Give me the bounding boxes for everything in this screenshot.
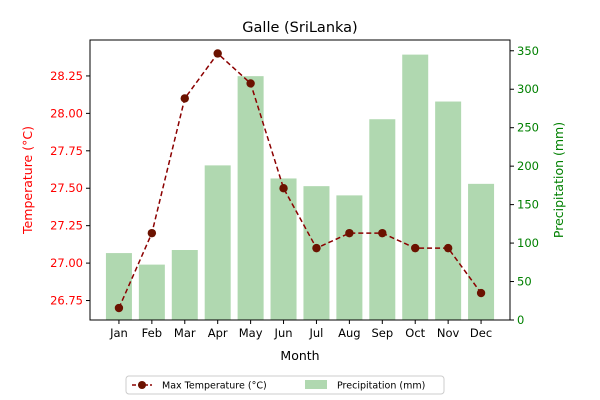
temp-point-oct [411, 243, 420, 253]
precip-bar-apr [204, 165, 231, 320]
precip-bar-dec [468, 183, 495, 320]
temp-point-nov [443, 243, 453, 253]
precip-bar-mar [171, 250, 198, 320]
precip-bar-feb [138, 264, 165, 320]
temp-point-may [246, 79, 255, 88]
x-tick-label: Mar [174, 326, 196, 340]
x-tick-label: May [239, 326, 263, 340]
temperature-series-line [118, 52, 482, 309]
temp-point-jun [279, 184, 288, 193]
right-tick-label: 300 [517, 82, 539, 96]
precip-bar-may [237, 76, 264, 321]
precip-bar-nov [435, 101, 462, 321]
chart-title: Galle (SriLanka) [242, 20, 357, 36]
legend-marker-swatch [138, 381, 146, 389]
x-axis-ticks: Jan Feb Mar Apr May Jun Jul Aug Sep Oct Nov Dec [109, 320, 492, 340]
x-tick-label: Jun [274, 326, 293, 340]
temp-point-dec [476, 288, 486, 298]
left-tick-label: 27.50 [50, 181, 83, 195]
right-tick-label: 200 [517, 159, 539, 173]
x-tick-label: Oct [405, 326, 425, 340]
precip-bar-sep [369, 119, 396, 320]
right-axis-ticks: 0 50 100 150 200 250 300 350 [510, 44, 539, 327]
left-tick-label: 28.00 [50, 106, 83, 120]
right-tick-label: 350 [517, 44, 539, 58]
temp-point-jul [312, 243, 321, 253]
precip-bar-jun [270, 178, 297, 320]
right-tick-label: 0 [517, 313, 524, 327]
temperature-line [114, 49, 486, 313]
legend: Max Temperature (°C) Precipitation (mm) [125, 375, 445, 395]
right-tick-label: 100 [517, 236, 539, 250]
x-tick-label: Apr [208, 326, 228, 340]
precip-bar-jul [303, 186, 330, 320]
legend-box [125, 375, 445, 395]
legend-bar-swatch [305, 380, 327, 389]
right-tick-label: 50 [517, 275, 532, 289]
temp-point-jan [114, 303, 124, 313]
left-tick-label: 27.25 [50, 219, 83, 233]
x-tick-label: Feb [142, 326, 162, 340]
left-tick-label: 28.25 [50, 69, 83, 83]
left-axis-ticks: 26.75 27.00 27.25 27.50 27.75 28.00 28.25 [50, 69, 90, 308]
x-tick-label: Sep [371, 326, 393, 340]
right-tick-label: 150 [517, 198, 539, 212]
temp-point-feb [147, 228, 157, 238]
x-tick-label: Jan [109, 326, 128, 340]
left-axis-label: Temperature (°C) [20, 126, 35, 235]
x-tick-label: Nov [437, 326, 460, 340]
temp-point-sep [378, 228, 387, 238]
x-tick-label: Dec [470, 326, 492, 340]
left-tick-label: 27.00 [50, 256, 83, 270]
precipitation-bars [105, 54, 495, 321]
precip-bar-aug [336, 195, 363, 320]
left-tick-label: 26.75 [50, 294, 83, 308]
x-tick-label: Jul [309, 326, 324, 340]
right-tick-label: 250 [517, 121, 539, 135]
right-axis-label: Precipitation (mm) [551, 122, 566, 238]
temp-point-mar [180, 94, 189, 103]
precip-bar-oct [402, 54, 429, 320]
legend-entry-temperature: Max Temperature (°C) [162, 381, 267, 392]
x-axis-label: Month [280, 348, 319, 363]
temp-point-aug [345, 228, 354, 238]
legend-entry-precipitation: Precipitation (mm) [337, 381, 425, 392]
temp-point-apr [213, 49, 222, 58]
x-tick-label: Aug [338, 326, 360, 340]
plot-frame [89, 39, 511, 321]
left-tick-label: 27.75 [50, 144, 83, 158]
